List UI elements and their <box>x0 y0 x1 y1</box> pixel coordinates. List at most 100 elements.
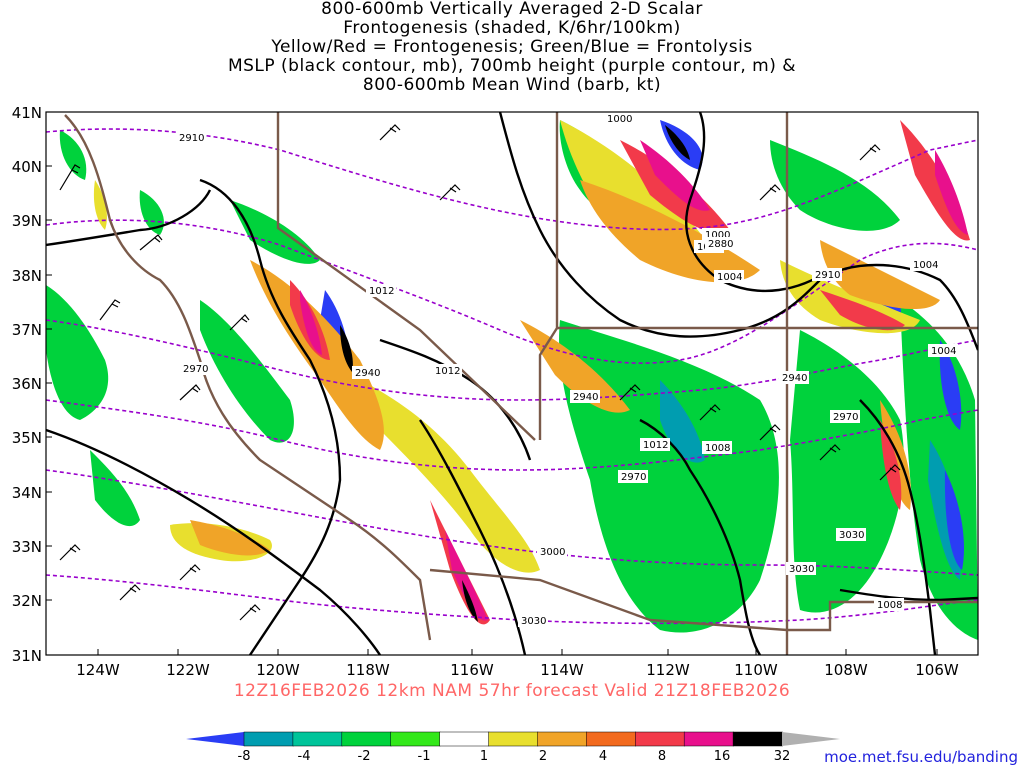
svg-text:2880: 2880 <box>708 239 733 250</box>
lat-label: 35N <box>12 429 42 447</box>
title-line: MSLP (black contour, mb), 700mb height (… <box>227 56 797 76</box>
height-label: 3030 <box>836 528 866 541</box>
wind-barbs <box>59 124 901 621</box>
colorbar-swatch <box>683 731 734 747</box>
title-line: 800-600mb Mean Wind (barb, kt) <box>362 75 662 95</box>
svg-text:1012: 1012 <box>643 440 668 451</box>
mslp-label: 1000 <box>604 112 634 125</box>
svg-text:2970: 2970 <box>621 472 646 483</box>
coastline <box>64 114 432 641</box>
svg-text:1000: 1000 <box>705 230 730 241</box>
height-label: 3030 <box>786 562 816 575</box>
colorbar-tick: 16 <box>714 749 731 764</box>
lon-label: 110W <box>734 661 778 679</box>
svg-text:1004: 1004 <box>913 260 938 271</box>
svg-text:2940: 2940 <box>355 368 380 379</box>
lat-label: 31N <box>12 647 42 665</box>
colorbar-swatch <box>635 731 685 747</box>
colorbar-tick: -4 <box>298 749 311 764</box>
title-block: 800-600mb Vertically Averaged 2-D Scalar… <box>0 0 1024 95</box>
mslp-label: 1004 <box>714 270 744 283</box>
longitude-labels: 124W 122W 120W 118W 116W 114W 112W 110W … <box>76 661 959 679</box>
colorbar-tick: 4 <box>599 749 607 764</box>
svg-text:1004: 1004 <box>931 346 956 357</box>
svg-text:2970: 2970 <box>183 364 208 375</box>
svg-text:1008: 1008 <box>877 600 902 611</box>
svg-text:1012: 1012 <box>369 286 394 297</box>
mslp-label: 1004 <box>910 258 940 271</box>
height-label: 2880 <box>705 237 735 250</box>
lon-label: 106W <box>915 661 959 679</box>
colorbar-right-arrow <box>782 732 840 746</box>
axis-ticks <box>46 111 938 656</box>
colorbar-swatch <box>488 731 539 747</box>
colorbar-tick: 1 <box>480 749 488 764</box>
height-label: 2940 <box>779 371 809 384</box>
lon-label: 122W <box>166 661 210 679</box>
height-label: 2970 <box>180 362 210 375</box>
frontogenesis-shading <box>46 120 978 640</box>
lon-label: 116W <box>450 661 494 679</box>
svg-text:1000: 1000 <box>607 114 632 125</box>
colorbar-tick: 8 <box>658 749 666 764</box>
mslp-label: 1012 <box>432 364 462 377</box>
height-label: 2910 <box>812 268 842 281</box>
colorbar-swatch <box>439 731 490 747</box>
mslp-label: 1012 <box>640 438 670 451</box>
height-label: 3030 <box>518 614 548 627</box>
lon-label: 108W <box>824 661 868 679</box>
colorbar-swatch <box>243 731 294 747</box>
colorbar-swatch <box>586 731 637 747</box>
svg-text:1012: 1012 <box>435 366 460 377</box>
lat-label: 34N <box>12 484 42 502</box>
height-label: 2940 <box>352 366 382 379</box>
colorbar-swatch <box>537 731 588 747</box>
colorbar-tick: -1 <box>418 749 431 764</box>
colorbar-tick: -2 <box>358 749 371 764</box>
lat-label: 38N <box>12 267 42 285</box>
svg-text:1004: 1004 <box>717 272 742 283</box>
colorbar-swatch <box>341 731 392 747</box>
colorbar-swatch <box>292 731 343 747</box>
colorbar-tick: 32 <box>774 749 791 764</box>
svg-text:1008: 1008 <box>705 443 730 454</box>
lat-label: 33N <box>12 538 42 556</box>
title-line: Yellow/Red = Frontogenesis; Green/Blue =… <box>271 37 753 57</box>
svg-text:2940: 2940 <box>573 392 598 403</box>
lat-label: 32N <box>12 592 42 610</box>
colorbar-swatch <box>732 731 783 747</box>
lon-label: 124W <box>76 661 120 679</box>
ca-nv-border <box>276 112 536 441</box>
title-line: 800-600mb Vertically Averaged 2-D Scalar <box>321 0 703 19</box>
svg-text:2910: 2910 <box>179 133 204 144</box>
svg-text:3030: 3030 <box>839 530 864 541</box>
mslp-contours <box>46 112 978 655</box>
title-line: Frontogenesis (shaded, K/6hr/100km) <box>343 18 681 38</box>
mslp-label: 1004 <box>928 344 958 357</box>
colorbar-tick-labels: -8 -4 -2 -1 1 2 4 8 16 32 <box>238 749 791 764</box>
height-label: 2970 <box>618 470 648 483</box>
lon-label: 120W <box>256 661 300 679</box>
contour-labels: 1012 1012 1012 1000 1004 1000 1004 1008 <box>176 112 958 627</box>
lon-label: 112W <box>646 661 690 679</box>
svg-text:3030: 3030 <box>789 564 814 575</box>
colorbar-swatch <box>390 731 441 747</box>
lat-label: 39N <box>12 212 42 230</box>
colorbar-tick: -8 <box>238 749 251 764</box>
colorbar-tick: 2 <box>539 749 547 764</box>
mslp-label: 1012 <box>366 284 396 297</box>
forecast-valid-time: 12Z16FEB2026 12km NAM 57hr forecast Vali… <box>233 681 791 701</box>
svg-text:3000: 3000 <box>540 547 565 558</box>
lon-label: 118W <box>346 661 390 679</box>
lat-label: 41N <box>12 104 42 122</box>
nv-ut-az-border <box>538 112 559 440</box>
source-credit[interactable]: moe.met.fsu.edu/banding <box>824 748 1018 766</box>
us-mexico-border <box>429 568 788 632</box>
height-label: 2970 <box>830 410 860 423</box>
height-label: 2940 <box>570 390 600 403</box>
colorbar-left-arrow <box>186 732 244 746</box>
svg-text:3030: 3030 <box>521 616 546 627</box>
lat-label: 40N <box>12 158 42 176</box>
lat-label: 36N <box>12 375 42 393</box>
